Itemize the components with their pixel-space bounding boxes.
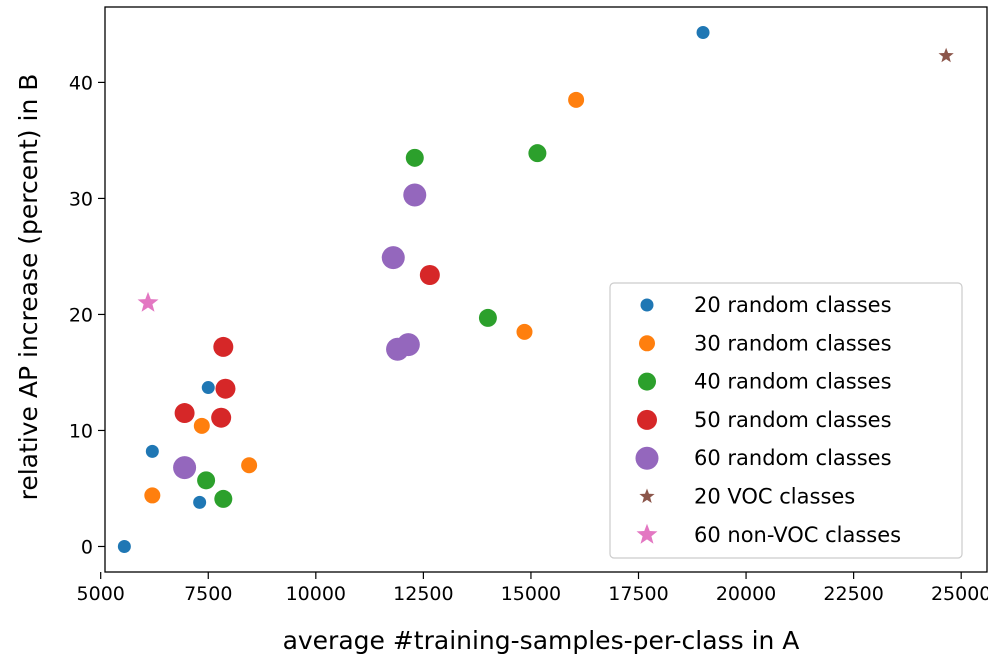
y-tick-label: 30 [69,188,93,210]
legend-label: 20 VOC classes [694,485,855,509]
legend-label: 20 random classes [694,293,892,317]
legend-label: 40 random classes [694,370,892,394]
x-tick-label: 10000 [286,583,346,605]
data-point [173,456,197,480]
data-point [478,308,497,327]
data-point [696,26,710,40]
data-point [419,264,440,285]
data-point [193,495,207,509]
data-point [117,539,131,553]
legend-marker [637,409,657,430]
y-tick-label: 40 [69,72,93,94]
legend-marker [636,523,658,544]
y-axis-label: relative AP increase (percent) in B [14,74,43,501]
legend-marker [639,335,655,352]
y-axis: 0 10 20 30 40 [69,72,105,558]
legend-label: 50 random classes [694,408,892,432]
data-point [201,381,215,395]
x-tick-label: 20000 [716,583,776,605]
x-axis-label: average #training-samples-per-class in A [283,626,800,655]
legend-label: 60 non-VOC classes [694,523,901,547]
data-point [144,487,161,504]
data-point [214,489,233,508]
legend-marker [638,372,656,391]
legend-box [609,282,963,559]
legend-marker [640,298,654,312]
x-tick-label: 7500 [184,583,232,605]
x-tick-label: 5000 [77,583,125,605]
data-point [403,183,427,207]
data-point [211,407,232,428]
data-point [174,403,195,424]
y-tick-label: 20 [69,304,93,326]
x-tick-label: 12500 [393,583,453,605]
data-point [137,291,159,312]
y-tick-label: 0 [81,536,93,558]
legend-marker [635,446,659,470]
data-point [193,417,210,434]
plot-frame [104,6,988,573]
data-point [568,91,585,108]
data-point [938,47,954,63]
data-point [516,323,533,340]
data-point [215,378,236,399]
x-axis: 5000 7500 10000 12500 15000 17500 20000 22500 25… [77,572,988,605]
legend: 20 random classes 30 random classes 40 ran… [609,282,963,559]
data-point [197,471,216,490]
data-point [213,336,234,357]
data-points [117,26,954,553]
data-point [405,148,424,167]
legend-label: 60 random classes [694,446,892,470]
data-point [528,144,547,163]
y-tick-label: 10 [69,420,93,442]
x-tick-label: 25000 [931,583,988,605]
data-point [381,246,405,270]
legend-marker [639,488,655,503]
x-tick-label: 22500 [823,583,883,605]
legend-label: 30 random classes [694,331,892,355]
data-point [241,457,258,474]
data-point [145,444,159,458]
data-point [396,333,420,357]
x-tick-label: 15000 [501,583,561,605]
x-tick-label: 17500 [608,583,668,605]
